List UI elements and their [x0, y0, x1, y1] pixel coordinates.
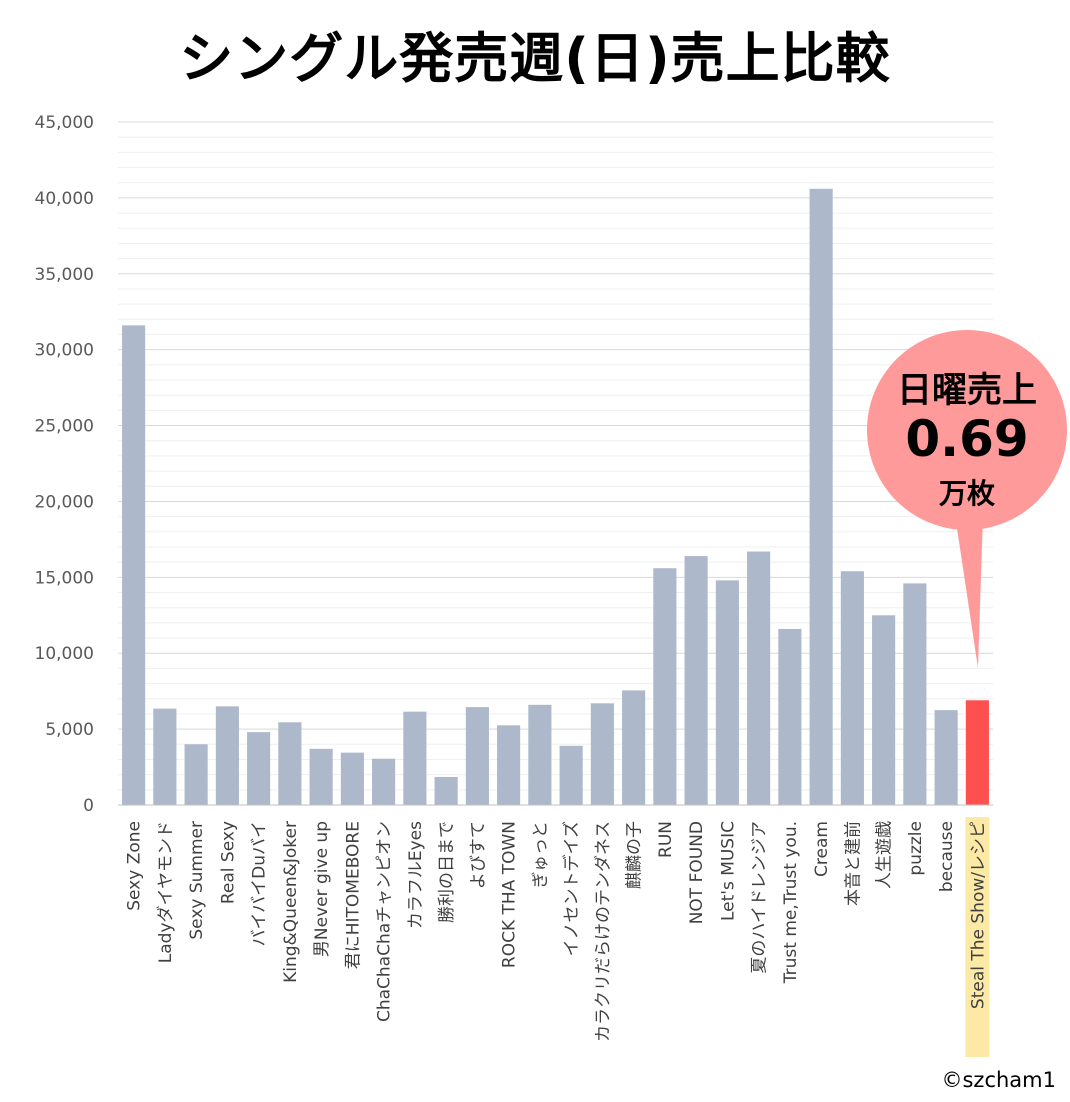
x-tick-label: 人生遊戯	[875, 821, 895, 889]
bar	[778, 628, 802, 805]
x-tick-label: Cream	[812, 821, 832, 877]
y-tick-label: 20,000	[35, 492, 94, 512]
x-tick-label: よびすて	[468, 821, 488, 889]
bar	[372, 758, 396, 805]
callout-heading: 日曜売上	[896, 371, 1037, 411]
x-tick-label: Sexy Summer	[187, 821, 207, 940]
x-tick-label: カラクリだらけのテンダネス	[593, 821, 613, 1042]
y-tick-label: 15,000	[35, 568, 94, 588]
x-tick-label: puzzle	[906, 821, 926, 876]
bar	[840, 571, 864, 805]
y-tick-label: 5,000	[45, 720, 94, 740]
bar	[309, 748, 333, 805]
x-tick-label: 夏のハイドレンジア	[750, 821, 770, 974]
x-axis: Sexy Zone Ladyダイヤモンド Sexy Summer Real Sexy バ…	[118, 804, 993, 1057]
bar	[653, 568, 677, 805]
x-tick-label: 麒麟の子	[625, 821, 645, 889]
bar	[403, 711, 427, 805]
bar	[622, 690, 646, 805]
chart-title: シングル発売週(日)売上比較	[179, 27, 891, 90]
y-tick-label: 25,000	[35, 417, 94, 437]
x-tick-label: 男Never give up	[312, 821, 332, 957]
y-tick-label: 30,000	[35, 341, 94, 361]
x-tick-label: because	[937, 821, 957, 892]
bar	[934, 710, 958, 805]
bar	[872, 615, 896, 805]
x-tick-label: RUN	[656, 821, 676, 858]
copyright-text: ©szcham1	[941, 1068, 1056, 1092]
callout-value: 0.69	[905, 410, 1029, 468]
y-tick-label: 0	[83, 796, 94, 816]
bars	[122, 188, 989, 805]
bar	[247, 732, 271, 805]
bar	[809, 188, 833, 805]
y-tick-label: 40,000	[35, 189, 94, 209]
x-tick-label: ROCK THA TOWN	[500, 821, 520, 968]
x-tick-label: Sexy Zone	[125, 821, 145, 911]
bar-highlighted	[965, 700, 989, 805]
x-tick-label: 君にHITOMEBORE	[343, 821, 363, 969]
bar	[715, 580, 739, 805]
bar	[903, 583, 927, 805]
highlight-label-background	[965, 817, 990, 1057]
x-tick-label: 勝利の日まで	[437, 821, 457, 923]
y-axis: 0 5,000 10,000 15,000 20,000 25,000 30,000 35,0…	[35, 113, 94, 816]
bar	[215, 706, 239, 805]
bar	[278, 722, 302, 805]
y-tick-label: 35,000	[35, 265, 94, 285]
x-tick-label: Let's MUSIC	[718, 821, 738, 921]
bar	[590, 703, 614, 805]
x-tick-label: ChaChaChaチャンピオン	[375, 821, 395, 1022]
x-tick-label: バイバイDuバイ	[250, 821, 270, 947]
x-tick-label: Real Sexy	[218, 821, 238, 904]
bar	[340, 752, 364, 805]
x-tick-label: ぎゅっと	[531, 821, 551, 889]
callout-unit: 万枚	[938, 477, 995, 510]
bar	[528, 704, 552, 805]
y-tick-label: 45,000	[35, 113, 94, 133]
x-tick-label: NOT FOUND	[687, 821, 707, 924]
y-tick-label: 10,000	[35, 644, 94, 664]
bar	[153, 708, 177, 805]
x-tick-label: Trust me,Trust you.	[781, 821, 801, 984]
x-tick-label: Steal The Show/レシピ	[968, 821, 988, 1009]
bar	[684, 556, 708, 805]
bar	[747, 551, 771, 805]
x-tick-label: カラフルEyes	[406, 821, 426, 929]
x-tick-label: 本音と建前	[843, 821, 863, 906]
x-tick-label: Ladyダイヤモンド	[156, 821, 176, 963]
bar	[122, 325, 146, 805]
x-tick-label: イノセントデイズ	[561, 821, 582, 957]
bar	[497, 725, 521, 805]
x-tick-label: King&Queen&Joker	[281, 821, 301, 983]
bar	[434, 776, 458, 805]
bar	[559, 745, 583, 805]
bar	[465, 707, 489, 805]
bar	[184, 744, 208, 805]
